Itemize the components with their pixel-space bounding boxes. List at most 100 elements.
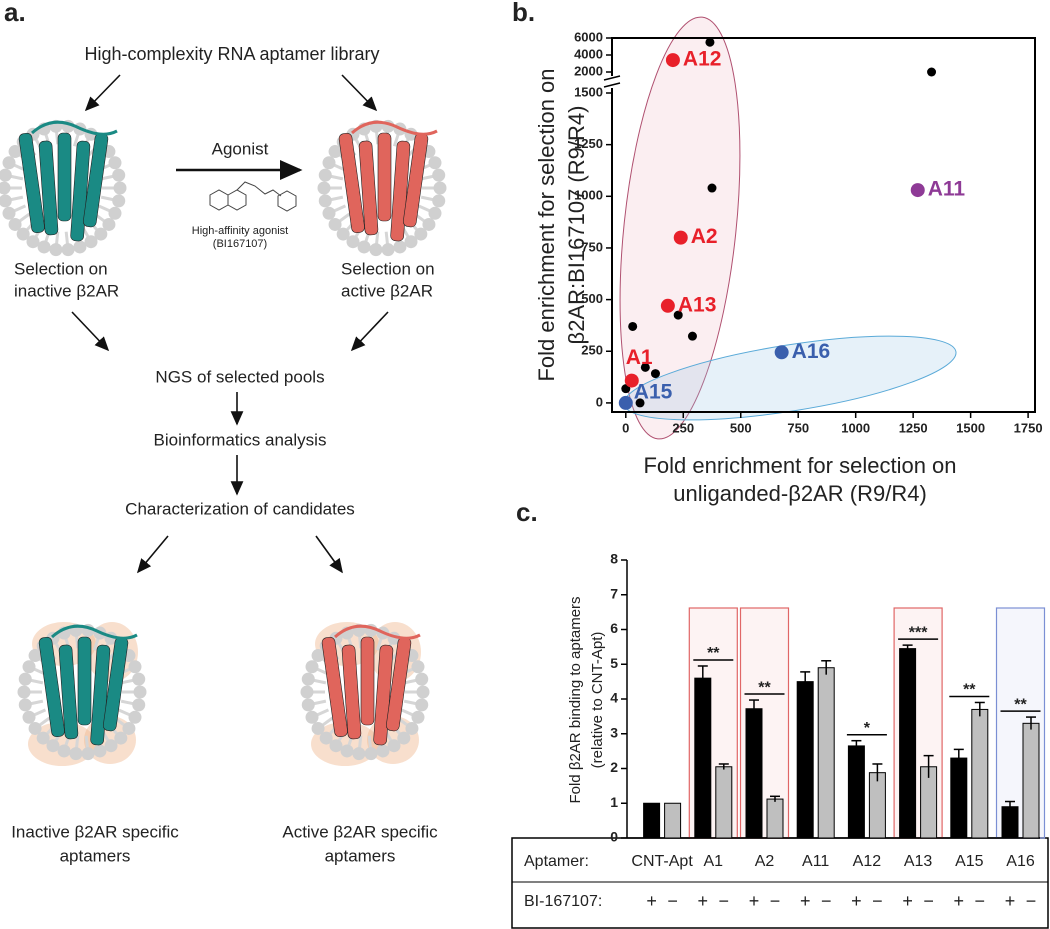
category-label: A11 — [802, 853, 829, 870]
point-label: A15 — [634, 380, 673, 403]
protein-illustration — [0, 119, 127, 257]
point-label: A1 — [626, 346, 653, 369]
series-label: − — [667, 891, 678, 911]
helix — [38, 140, 59, 236]
result-label: aptamers — [60, 846, 131, 865]
lipid-head — [301, 672, 315, 686]
significance-label: ** — [1014, 696, 1027, 713]
arrow — [84, 74, 121, 112]
helix — [373, 644, 394, 746]
arrow — [136, 535, 169, 574]
arrow — [350, 311, 389, 352]
lipid-head — [113, 181, 127, 195]
helix — [58, 644, 79, 740]
category-label: A12 — [853, 853, 882, 870]
lipid-head — [428, 156, 442, 170]
lipid-head — [346, 235, 360, 249]
lipid-head — [416, 685, 430, 699]
lipid-head — [18, 672, 32, 686]
point — [628, 321, 638, 331]
lipid-head — [405, 721, 419, 735]
panel-label: c. — [516, 497, 538, 527]
lipid-head — [376, 744, 390, 758]
lipid-head — [8, 145, 22, 159]
lipid-head — [318, 168, 332, 182]
lipid-head — [132, 672, 146, 686]
protein-illustration — [300, 622, 430, 766]
group-ellipse — [619, 16, 741, 440]
lipid-head — [0, 181, 11, 195]
series-label: + — [800, 891, 811, 911]
result-label: Active β2AR specific — [282, 822, 438, 841]
bar — [899, 648, 917, 839]
helix — [57, 132, 72, 222]
significance-label: * — [864, 720, 871, 737]
lipid-head — [301, 698, 315, 712]
point — [673, 310, 683, 320]
result-label: aptamers — [325, 846, 396, 865]
step-label: Bioinformatics analysis — [154, 430, 327, 449]
lipid-head — [22, 660, 36, 674]
lipid-head — [397, 731, 411, 745]
library-label: High-complexity RNA aptamer library — [84, 44, 379, 64]
x-tick-label: 1000 — [841, 420, 870, 435]
series-label: − — [821, 891, 832, 911]
axis-break — [603, 75, 621, 81]
lipid-head — [432, 194, 446, 208]
series-label: − — [923, 891, 934, 911]
series-label: + — [698, 891, 709, 911]
lipid-head — [132, 698, 146, 712]
category-label: A2 — [755, 853, 775, 870]
point — [650, 369, 660, 379]
lipid-head — [81, 747, 95, 761]
lipid-head — [122, 721, 136, 735]
bar — [817, 667, 835, 839]
category-label: CNT-Apt — [631, 853, 693, 870]
lipid-head — [28, 649, 42, 663]
lipid-head — [322, 206, 336, 220]
loop — [30, 120, 118, 136]
y-tick-label: 1000 — [574, 188, 603, 203]
bar — [766, 798, 784, 839]
lipid-head — [357, 240, 371, 254]
lipid-head — [422, 217, 436, 231]
helix — [321, 636, 348, 738]
axis-break — [603, 82, 621, 88]
point — [635, 398, 645, 408]
x-tick-label: 1750 — [1014, 420, 1043, 435]
series-label: − — [770, 891, 781, 911]
helix — [70, 140, 91, 242]
y-tick-label: 0 — [596, 394, 603, 409]
lipid-head — [415, 698, 429, 712]
lipid-head — [404, 235, 418, 249]
lipid-head — [108, 206, 122, 220]
bar — [796, 681, 814, 839]
lipid-head — [128, 660, 142, 674]
lipid-head — [94, 227, 108, 241]
lipid-head — [17, 685, 31, 699]
lipid-head — [22, 710, 36, 724]
bar — [1022, 722, 1040, 839]
lipid-head — [415, 672, 429, 686]
point — [665, 53, 680, 68]
lipid-head — [2, 206, 16, 220]
helix — [38, 636, 65, 738]
panel-label: b. — [512, 0, 535, 27]
bar — [971, 708, 989, 839]
lipid-head — [369, 243, 383, 257]
bar — [745, 708, 763, 839]
lipid-head — [26, 235, 40, 249]
y-axis-label: Fold enrichment for selection on — [534, 68, 559, 381]
selection-label: Selection on — [341, 259, 435, 278]
lipid-head — [114, 731, 128, 745]
protein-illustration — [17, 622, 147, 766]
lipid-head — [328, 145, 342, 159]
significance-label: ** — [758, 679, 771, 696]
category-label: A16 — [1006, 853, 1035, 870]
helix — [360, 636, 375, 726]
result-label: Inactive β2AR specific — [11, 822, 179, 841]
point — [910, 183, 925, 198]
bar — [694, 677, 712, 839]
